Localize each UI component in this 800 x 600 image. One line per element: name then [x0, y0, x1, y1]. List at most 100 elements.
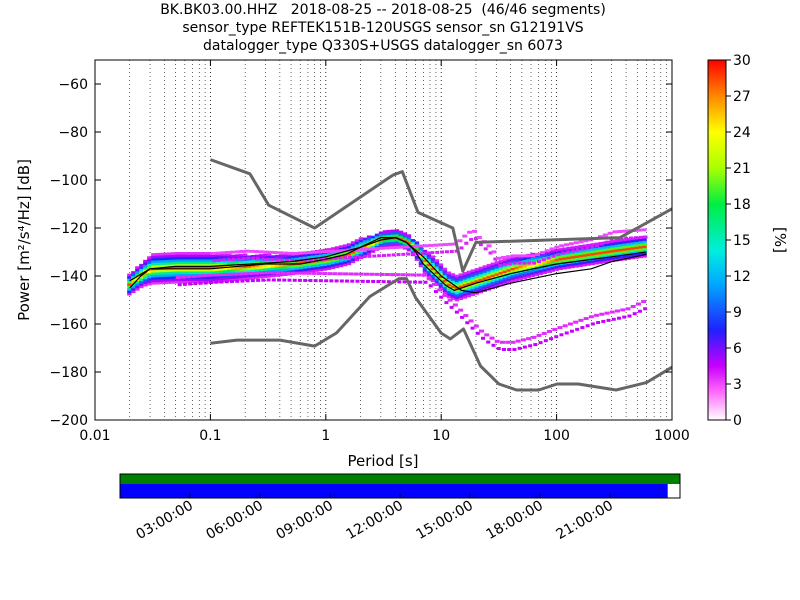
density-cell — [454, 291, 460, 295]
density-cell — [434, 266, 440, 270]
density-scatter-cell — [277, 278, 282, 282]
density-cell — [215, 263, 220, 267]
density-cell — [286, 258, 292, 262]
density-cell — [562, 264, 567, 267]
density-scatter-cell — [604, 311, 610, 315]
density-cell — [394, 229, 400, 232]
density-scatter-cell — [473, 324, 479, 328]
density-scatter-cell — [418, 244, 424, 248]
density-cell — [254, 254, 260, 258]
density-scatter-cell — [454, 310, 459, 314]
density-cell — [354, 258, 360, 262]
density-scatter-cell — [180, 275, 186, 279]
density-cell — [534, 270, 539, 274]
density-scatter-cell — [569, 329, 574, 333]
density-cell — [147, 261, 152, 264]
density-cell — [558, 250, 563, 254]
density-cell — [398, 235, 404, 239]
density-scatter-cell — [390, 273, 396, 277]
density-cell — [278, 273, 284, 277]
density-cell — [211, 275, 216, 279]
density-cell — [538, 269, 543, 273]
density-scatter-cell — [538, 341, 543, 345]
density-cell — [195, 259, 200, 262]
density-cell — [127, 278, 132, 282]
density-cell — [239, 258, 244, 262]
density-cell — [538, 253, 543, 256]
density-scatter-cell — [327, 272, 333, 276]
density-cell — [430, 267, 436, 271]
density-cell — [386, 234, 392, 238]
density-cell — [626, 237, 631, 241]
density-cell — [298, 264, 304, 267]
density-scatter-cell — [301, 271, 307, 275]
density-cell — [151, 262, 156, 266]
density-cell — [602, 260, 607, 264]
density-cell — [470, 274, 476, 277]
density-cell — [215, 265, 220, 269]
density-cell — [215, 270, 220, 274]
density-cell — [610, 242, 615, 246]
density-cell — [454, 286, 460, 290]
density-cell — [227, 267, 232, 270]
density-scatter-cell — [263, 250, 269, 254]
density-cell — [183, 261, 188, 265]
density-scatter-cell — [539, 251, 545, 255]
density-cell — [466, 273, 472, 276]
density-cell — [326, 264, 332, 268]
density-cell — [450, 280, 456, 284]
density-cell — [147, 265, 152, 269]
density-cell — [538, 267, 543, 271]
density-cell — [418, 250, 424, 253]
density-cell — [246, 255, 252, 259]
density-scatter-cell — [632, 312, 637, 316]
density-cell — [246, 269, 252, 273]
density-cell — [574, 255, 579, 258]
density-cell — [187, 268, 192, 272]
density-scatter-cell — [297, 251, 303, 255]
density-cell — [442, 284, 448, 288]
density-cell — [474, 284, 480, 288]
density-scatter-cell — [290, 271, 296, 275]
density-cell — [418, 247, 424, 251]
density-cell — [239, 261, 244, 264]
density-cell — [227, 264, 232, 268]
density-cell — [562, 254, 567, 258]
density-scatter-cell — [643, 235, 648, 239]
density-cell — [298, 268, 304, 272]
density-cell — [203, 271, 208, 274]
density-cell — [370, 250, 376, 253]
density-cell — [546, 253, 551, 257]
density-cell — [231, 266, 236, 270]
density-cell — [286, 268, 292, 271]
density-cell — [482, 267, 488, 271]
density-cell — [246, 260, 252, 263]
density-cell — [171, 264, 176, 267]
density-cell — [602, 243, 607, 247]
density-scatter-cell — [177, 283, 182, 287]
density-cell — [191, 271, 196, 274]
density-cell — [642, 252, 647, 256]
density-cell — [506, 259, 511, 263]
density-cell — [490, 269, 496, 273]
density-scatter-cell — [601, 319, 606, 323]
density-cell — [594, 254, 599, 258]
density-scatter-cell — [404, 245, 410, 249]
density-cell — [179, 273, 184, 277]
density-cell — [474, 270, 480, 274]
density-cell — [191, 280, 196, 284]
density-cell — [542, 268, 547, 272]
density-cell — [334, 251, 340, 254]
segment-tick-label: 09:00:00 — [274, 498, 336, 543]
density-cell — [494, 263, 500, 267]
density-cell — [486, 283, 492, 286]
density-cell — [258, 266, 264, 269]
density-cell — [159, 274, 164, 278]
density-cell — [350, 253, 356, 256]
density-scatter-cell — [251, 257, 256, 261]
density-cell — [191, 266, 196, 270]
density-cell — [262, 265, 268, 269]
density-cell — [354, 253, 360, 257]
density-cell — [406, 239, 412, 242]
density-cell — [466, 287, 472, 291]
